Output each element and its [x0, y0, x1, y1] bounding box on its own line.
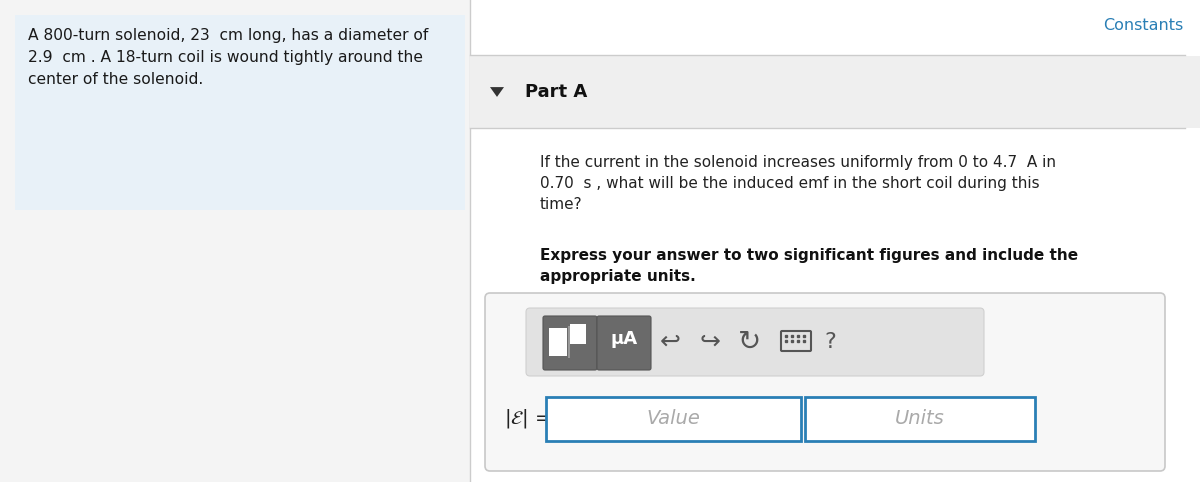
- Text: Value: Value: [647, 410, 701, 428]
- Text: ?: ?: [824, 332, 836, 352]
- FancyBboxPatch shape: [526, 308, 984, 376]
- Text: ↪: ↪: [700, 330, 720, 354]
- Text: appropriate units.: appropriate units.: [540, 269, 696, 284]
- FancyBboxPatch shape: [546, 397, 802, 441]
- Text: 0.70  s , what will be the induced emf in the short coil during this: 0.70 s , what will be the induced emf in…: [540, 176, 1039, 191]
- Text: If the current in the solenoid increases uniformly from 0 to 4.7  A in: If the current in the solenoid increases…: [540, 155, 1056, 170]
- Text: ↻: ↻: [738, 328, 762, 356]
- Text: A 800-turn solenoid, 23  cm long, has a diameter of: A 800-turn solenoid, 23 cm long, has a d…: [28, 28, 428, 43]
- FancyBboxPatch shape: [542, 316, 598, 370]
- FancyBboxPatch shape: [568, 326, 570, 358]
- Text: $|\mathcal{E}|$ =: $|\mathcal{E}|$ =: [504, 406, 551, 429]
- Text: ↩: ↩: [660, 330, 680, 354]
- Text: time?: time?: [540, 197, 583, 212]
- Text: Units: Units: [895, 410, 944, 428]
- FancyBboxPatch shape: [14, 15, 466, 210]
- Text: center of the solenoid.: center of the solenoid.: [28, 72, 203, 87]
- Text: μA: μA: [611, 330, 637, 348]
- FancyBboxPatch shape: [485, 293, 1165, 471]
- Text: 2.9  cm . A 18-turn coil is wound tightly around the: 2.9 cm . A 18-turn coil is wound tightly…: [28, 50, 424, 65]
- FancyBboxPatch shape: [550, 328, 568, 356]
- FancyBboxPatch shape: [470, 56, 1200, 128]
- Text: Part A: Part A: [526, 83, 587, 101]
- FancyBboxPatch shape: [470, 0, 1200, 482]
- Polygon shape: [490, 87, 504, 97]
- FancyBboxPatch shape: [570, 324, 586, 344]
- FancyBboxPatch shape: [805, 397, 1034, 441]
- Text: Constants: Constants: [1103, 18, 1183, 33]
- Text: Express your answer to two significant figures and include the: Express your answer to two significant f…: [540, 248, 1078, 263]
- FancyBboxPatch shape: [598, 316, 650, 370]
